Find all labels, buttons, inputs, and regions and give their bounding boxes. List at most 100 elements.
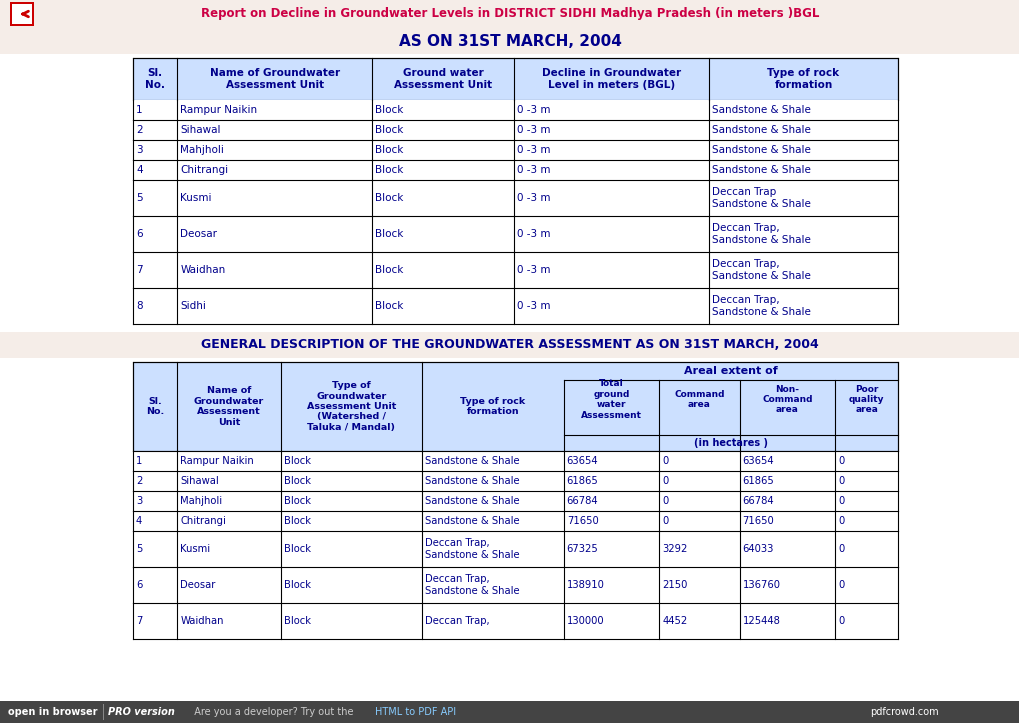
Text: Block: Block bbox=[375, 105, 404, 115]
Text: 71650: 71650 bbox=[742, 516, 773, 526]
Text: Deosar: Deosar bbox=[180, 229, 217, 239]
Bar bbox=[0, 28, 1019, 54]
Bar bbox=[132, 471, 897, 491]
Text: Sandstone & Shale: Sandstone & Shale bbox=[711, 125, 810, 135]
Text: 63654: 63654 bbox=[742, 456, 773, 466]
Text: Sidhi: Sidhi bbox=[180, 301, 206, 311]
Bar bbox=[132, 58, 897, 100]
Text: Block: Block bbox=[375, 125, 404, 135]
Text: Non-
Command
area: Non- Command area bbox=[761, 385, 812, 414]
Text: Sandstone & Shale: Sandstone & Shale bbox=[425, 476, 520, 486]
Text: Decline in Groundwater
Level in meters (BGL): Decline in Groundwater Level in meters (… bbox=[541, 68, 681, 90]
Text: Kusmi: Kusmi bbox=[180, 193, 212, 203]
Text: Poor
quality
area: Poor quality area bbox=[848, 385, 883, 414]
Text: Sihawal: Sihawal bbox=[180, 125, 221, 135]
Text: Deccan Trap,
Sandstone & Shale: Deccan Trap, Sandstone & Shale bbox=[711, 295, 810, 317]
Text: Mahjholi: Mahjholi bbox=[180, 145, 224, 155]
Bar bbox=[12, 4, 32, 24]
Text: Block: Block bbox=[283, 496, 311, 506]
Text: Deccan Trap,
Sandstone & Shale: Deccan Trap, Sandstone & Shale bbox=[711, 223, 810, 245]
Text: 0: 0 bbox=[838, 496, 844, 506]
Text: PRO version: PRO version bbox=[108, 707, 174, 717]
Bar bbox=[132, 362, 897, 451]
Bar bbox=[132, 567, 897, 603]
Text: Command
area: Command area bbox=[674, 390, 725, 409]
Text: Name of Groundwater
Assessment Unit: Name of Groundwater Assessment Unit bbox=[210, 68, 339, 90]
Text: Deccan Trap,
Sandstone & Shale: Deccan Trap, Sandstone & Shale bbox=[425, 574, 520, 596]
Text: 7: 7 bbox=[136, 265, 143, 275]
Text: 136760: 136760 bbox=[742, 580, 780, 590]
Text: Type of rock
formation: Type of rock formation bbox=[766, 68, 839, 90]
Text: Chitrangi: Chitrangi bbox=[180, 516, 226, 526]
Text: 0 -3 m: 0 -3 m bbox=[517, 125, 550, 135]
Bar bbox=[0, 332, 1019, 358]
Text: Total
ground
water
Assessment: Total ground water Assessment bbox=[581, 380, 641, 419]
Text: Sandstone & Shale: Sandstone & Shale bbox=[425, 496, 520, 506]
Text: Block: Block bbox=[375, 145, 404, 155]
Text: Deccan Trap,: Deccan Trap, bbox=[425, 616, 489, 626]
Text: Name of
Groundwater
Assessment
Unit: Name of Groundwater Assessment Unit bbox=[194, 386, 264, 427]
Text: Deccan Trap,
Sandstone & Shale: Deccan Trap, Sandstone & Shale bbox=[425, 538, 520, 560]
Text: Mahjholi: Mahjholi bbox=[180, 496, 222, 506]
Text: Deccan Trap
Sandstone & Shale: Deccan Trap Sandstone & Shale bbox=[711, 187, 810, 209]
Text: Are you a developer? Try out the: Are you a developer? Try out the bbox=[187, 707, 357, 717]
Text: 0: 0 bbox=[838, 456, 844, 466]
Text: Ground water
Assessment Unit: Ground water Assessment Unit bbox=[393, 68, 492, 90]
Text: 0 -3 m: 0 -3 m bbox=[517, 229, 550, 239]
Text: Block: Block bbox=[283, 544, 311, 554]
Text: Block: Block bbox=[283, 616, 311, 626]
Text: 0 -3 m: 0 -3 m bbox=[517, 265, 550, 275]
Text: 138910: 138910 bbox=[567, 580, 604, 590]
Text: Block: Block bbox=[283, 476, 311, 486]
Text: Waidhan: Waidhan bbox=[180, 265, 225, 275]
Text: Block: Block bbox=[283, 456, 311, 466]
Text: Sandstone & Shale: Sandstone & Shale bbox=[711, 165, 810, 175]
Text: open in browser: open in browser bbox=[8, 707, 98, 717]
Text: Report on Decline in Groundwater Levels in DISTRICT SIDHI Madhya Pradesh (in met: Report on Decline in Groundwater Levels … bbox=[201, 7, 818, 20]
Text: 0 -3 m: 0 -3 m bbox=[517, 301, 550, 311]
Text: Chitrangi: Chitrangi bbox=[180, 165, 228, 175]
Text: 61865: 61865 bbox=[567, 476, 598, 486]
Text: HTML to PDF API: HTML to PDF API bbox=[375, 707, 455, 717]
Text: 125448: 125448 bbox=[742, 616, 780, 626]
Bar bbox=[0, 0, 1019, 28]
Bar bbox=[132, 491, 897, 511]
Text: Block: Block bbox=[375, 165, 404, 175]
Text: Block: Block bbox=[283, 516, 311, 526]
Text: 6: 6 bbox=[136, 229, 143, 239]
Text: 61865: 61865 bbox=[742, 476, 773, 486]
Text: GENERAL DESCRIPTION OF THE GROUNDWATER ASSESSMENT AS ON 31ST MARCH, 2004: GENERAL DESCRIPTION OF THE GROUNDWATER A… bbox=[201, 338, 818, 351]
Text: 6: 6 bbox=[136, 580, 143, 590]
Bar bbox=[132, 603, 897, 639]
Text: 0: 0 bbox=[838, 544, 844, 554]
Text: Sihawal: Sihawal bbox=[180, 476, 219, 486]
Circle shape bbox=[11, 3, 33, 25]
Bar bbox=[132, 252, 897, 288]
Text: 66784: 66784 bbox=[742, 496, 773, 506]
Text: 71650: 71650 bbox=[567, 516, 598, 526]
Text: 1: 1 bbox=[136, 456, 143, 466]
Bar bbox=[132, 160, 897, 180]
Text: Sandstone & Shale: Sandstone & Shale bbox=[425, 456, 520, 466]
Text: 2: 2 bbox=[136, 476, 143, 486]
Bar bbox=[132, 451, 897, 471]
Text: Block: Block bbox=[375, 301, 404, 311]
Bar bbox=[132, 140, 897, 160]
Bar bbox=[0, 701, 1019, 723]
Text: 0 -3 m: 0 -3 m bbox=[517, 105, 550, 115]
Text: 4452: 4452 bbox=[661, 616, 687, 626]
Text: 2150: 2150 bbox=[661, 580, 687, 590]
Text: 64033: 64033 bbox=[742, 544, 773, 554]
Text: Block: Block bbox=[375, 193, 404, 203]
Text: 8: 8 bbox=[136, 301, 143, 311]
Text: 0: 0 bbox=[661, 476, 667, 486]
Text: pdfcrowd.com: pdfcrowd.com bbox=[869, 707, 937, 717]
Text: 3292: 3292 bbox=[661, 544, 687, 554]
Text: 0 -3 m: 0 -3 m bbox=[517, 145, 550, 155]
Text: 2: 2 bbox=[136, 125, 143, 135]
Bar bbox=[132, 216, 897, 252]
Text: 0: 0 bbox=[661, 496, 667, 506]
Text: 0: 0 bbox=[661, 516, 667, 526]
Text: Kusmi: Kusmi bbox=[180, 544, 210, 554]
Bar bbox=[132, 288, 897, 324]
